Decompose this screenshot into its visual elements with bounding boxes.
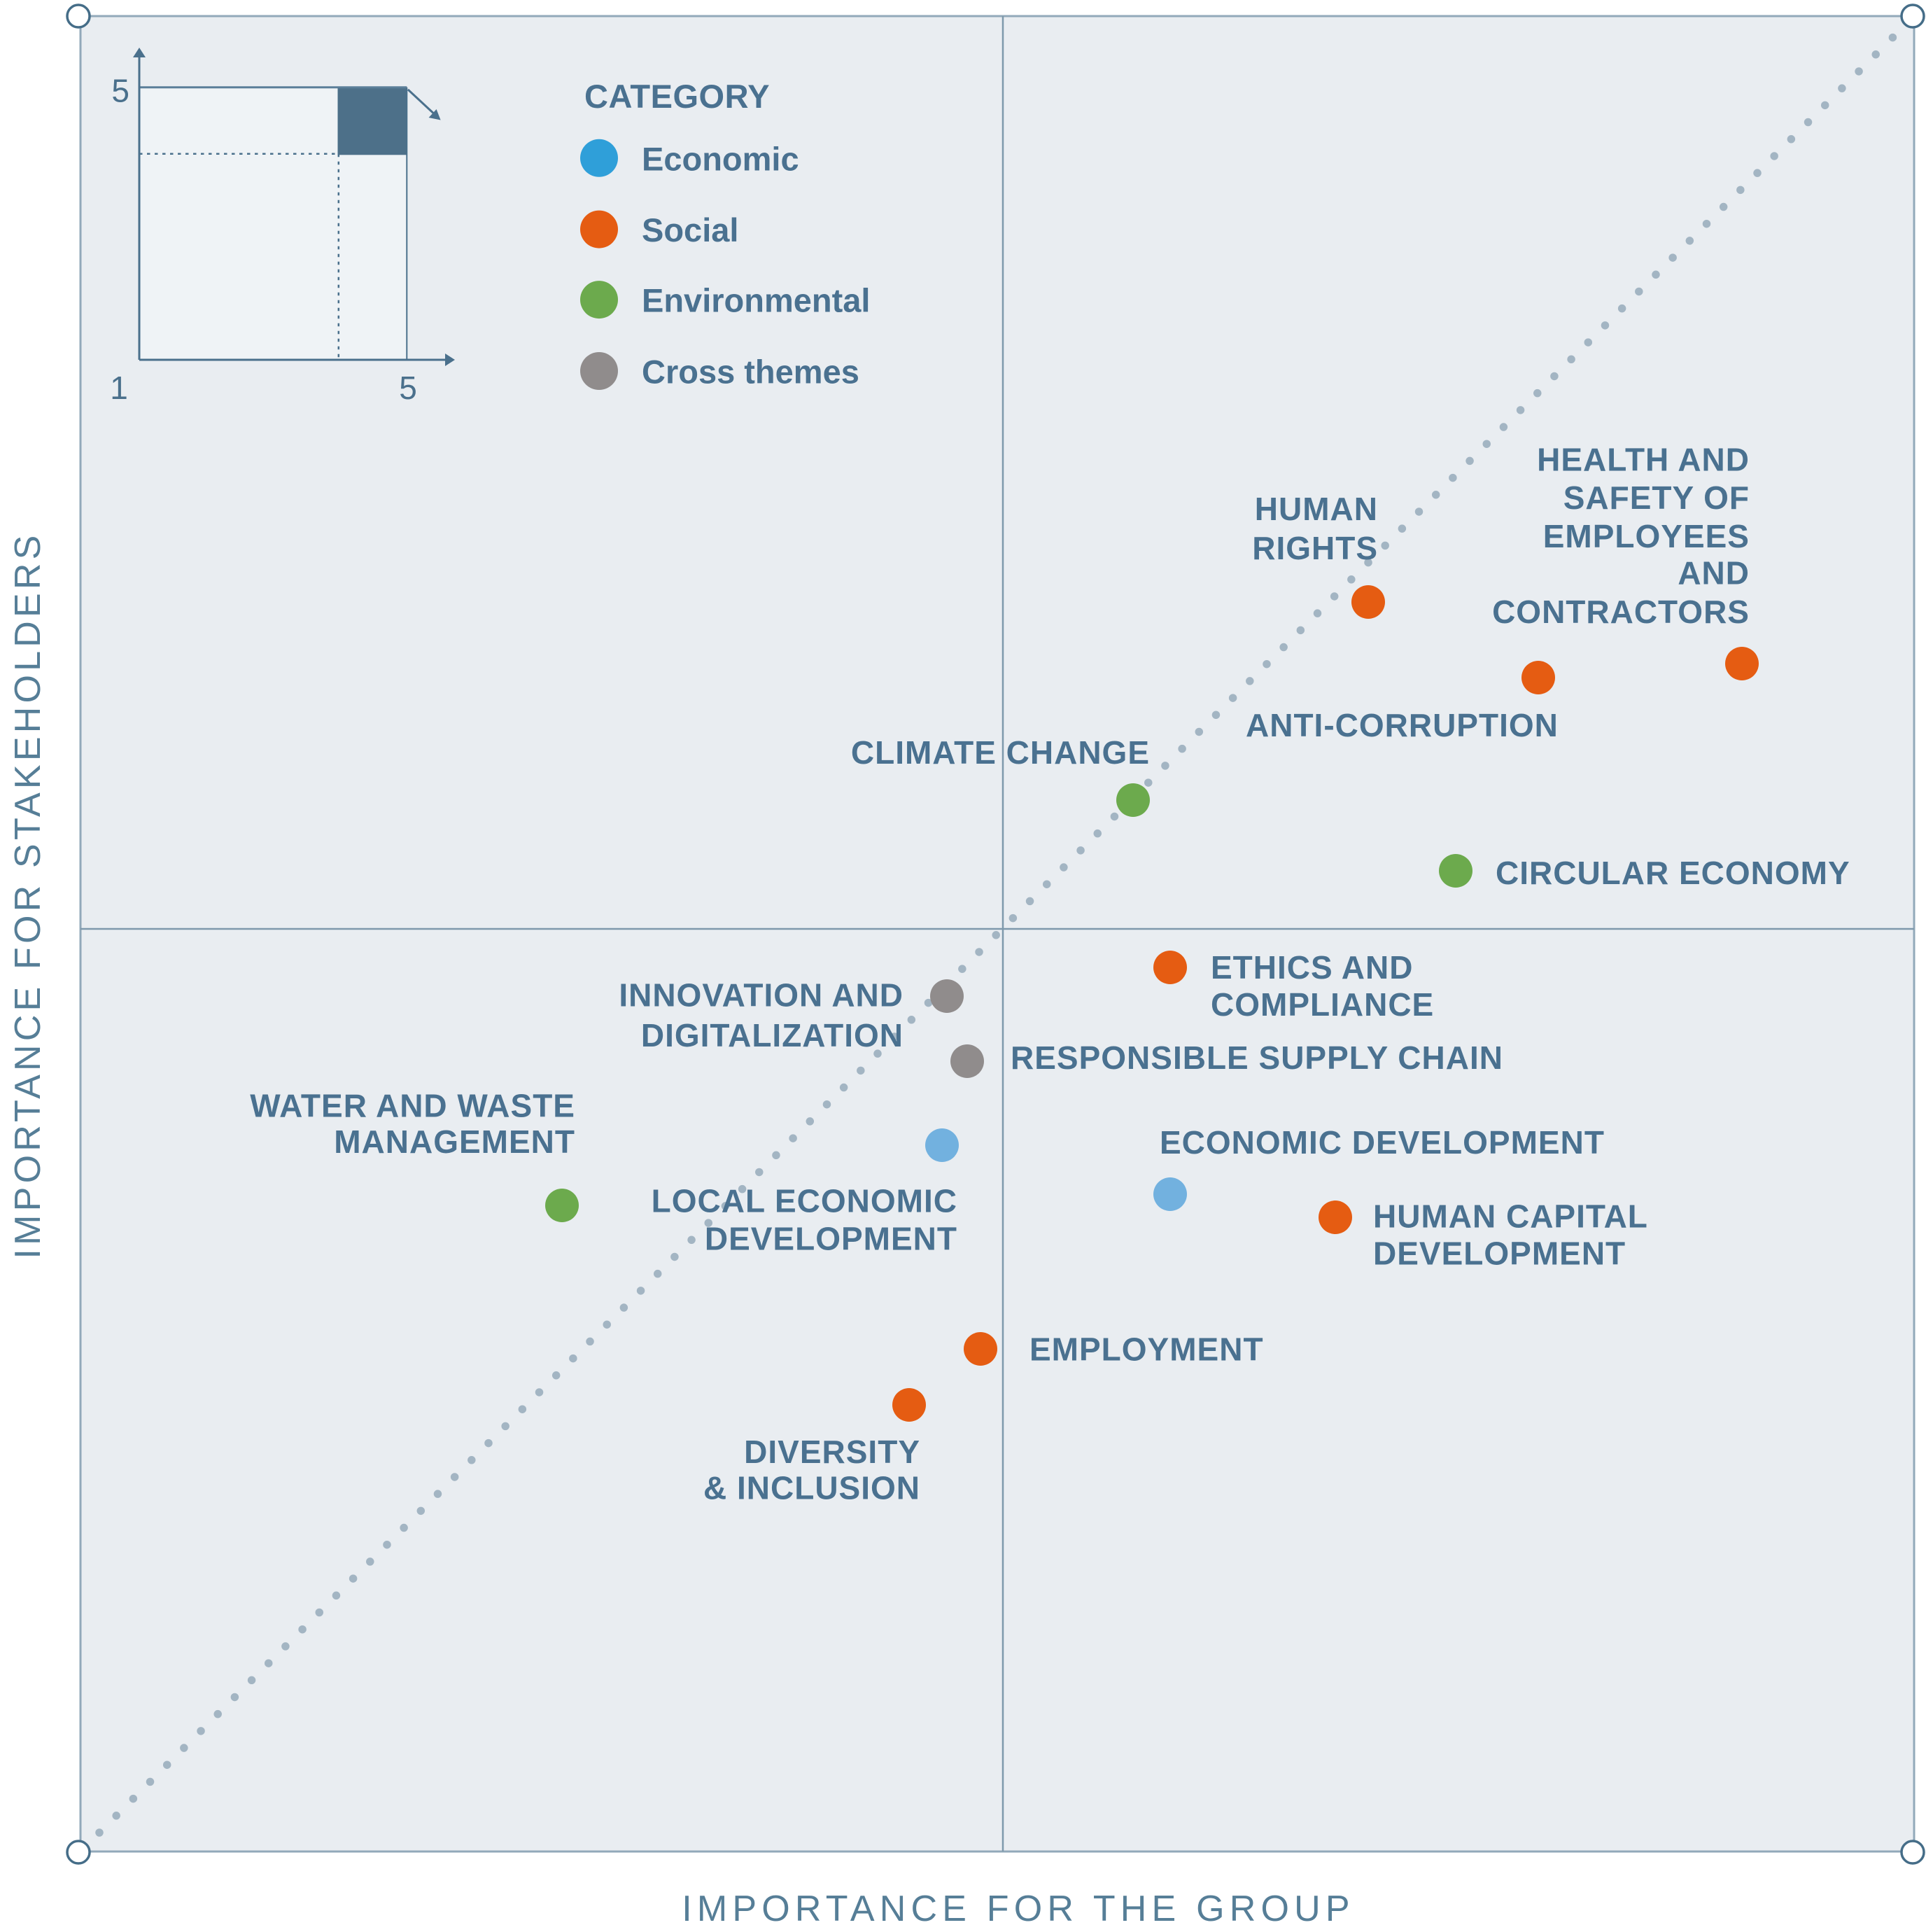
svg-text:HUMAN CAPITAL: HUMAN CAPITAL <box>1373 1198 1648 1234</box>
svg-text:IMPORTANCE FOR STAKEHOLDERS: IMPORTANCE FOR STAKEHOLDERS <box>8 532 48 1259</box>
svg-text:MANAGEMENT: MANAGEMENT <box>334 1124 575 1160</box>
svg-text:RIGHTS: RIGHTS <box>1252 530 1378 566</box>
svg-text:CLIMATE CHANGE: CLIMATE CHANGE <box>851 734 1150 771</box>
svg-text:DEVELOPMENT: DEVELOPMENT <box>1373 1235 1626 1271</box>
svg-text:HUMAN: HUMAN <box>1255 491 1378 527</box>
svg-text:COMPLIANCE: COMPLIANCE <box>1211 986 1434 1023</box>
svg-text:CONTRACTORS: CONTRACTORS <box>1492 594 1750 630</box>
svg-text:DIGITALIZATION: DIGITALIZATION <box>641 1017 904 1054</box>
svg-text:DEVELOPMENT: DEVELOPMENT <box>705 1220 957 1256</box>
svg-text:Environmental: Environmental <box>642 282 870 319</box>
svg-text:ECONOMIC DEVELOPMENT: ECONOMIC DEVELOPMENT <box>1160 1124 1605 1161</box>
svg-text:ANTI-CORRUPTION: ANTI-CORRUPTION <box>1246 707 1559 743</box>
svg-text:AND: AND <box>1678 555 1750 592</box>
svg-text:Social: Social <box>642 211 738 248</box>
svg-text:5: 5 <box>399 370 417 406</box>
svg-text:Economic: Economic <box>642 141 799 178</box>
svg-text:IMPORTANCE FOR THE GROUP: IMPORTANCE FOR THE GROUP <box>682 1889 1355 1929</box>
svg-text:CIRCULAR ECONOMY: CIRCULAR ECONOMY <box>1496 855 1850 891</box>
svg-text:DIVERSITY: DIVERSITY <box>744 1434 920 1470</box>
svg-text:& INCLUSION: & INCLUSION <box>703 1470 920 1506</box>
svg-text:WATER AND WASTE: WATER AND WASTE <box>250 1087 575 1124</box>
svg-text:CATEGORY: CATEGORY <box>584 78 770 115</box>
svg-text:EMPLOYMENT: EMPLOYMENT <box>1029 1331 1264 1367</box>
svg-text:1: 1 <box>110 370 128 406</box>
svg-text:5: 5 <box>111 72 129 108</box>
svg-text:EMPLOYEES: EMPLOYEES <box>1543 518 1750 554</box>
svg-text:ETHICS AND: ETHICS AND <box>1211 949 1413 986</box>
svg-text:LOCAL ECONOMIC: LOCAL ECONOMIC <box>652 1183 957 1219</box>
svg-text:SAFETY OF: SAFETY OF <box>1563 479 1750 516</box>
svg-text:RESPONSIBLE SUPPLY CHAIN: RESPONSIBLE SUPPLY CHAIN <box>1011 1040 1503 1076</box>
svg-text:INNOVATION AND: INNOVATION AND <box>619 977 904 1014</box>
svg-text:HEALTH AND: HEALTH AND <box>1537 442 1750 478</box>
svg-text:Cross themes: Cross themes <box>642 354 859 391</box>
